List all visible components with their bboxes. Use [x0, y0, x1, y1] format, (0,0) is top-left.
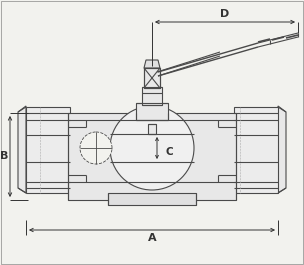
Polygon shape [144, 60, 160, 68]
Circle shape [80, 132, 112, 164]
Polygon shape [278, 106, 286, 193]
Bar [142, 87, 162, 105]
Bar [26, 107, 70, 193]
Bar [144, 68, 160, 88]
Bar [68, 113, 236, 200]
Text: D: D [220, 9, 230, 19]
Bar [136, 103, 168, 120]
Circle shape [110, 106, 194, 190]
Text: C: C [166, 147, 174, 157]
Polygon shape [18, 106, 26, 193]
Text: A: A [148, 233, 156, 243]
Text: B: B [0, 151, 8, 161]
Bar [234, 107, 278, 193]
Bar [108, 193, 196, 205]
Bar [148, 124, 156, 134]
